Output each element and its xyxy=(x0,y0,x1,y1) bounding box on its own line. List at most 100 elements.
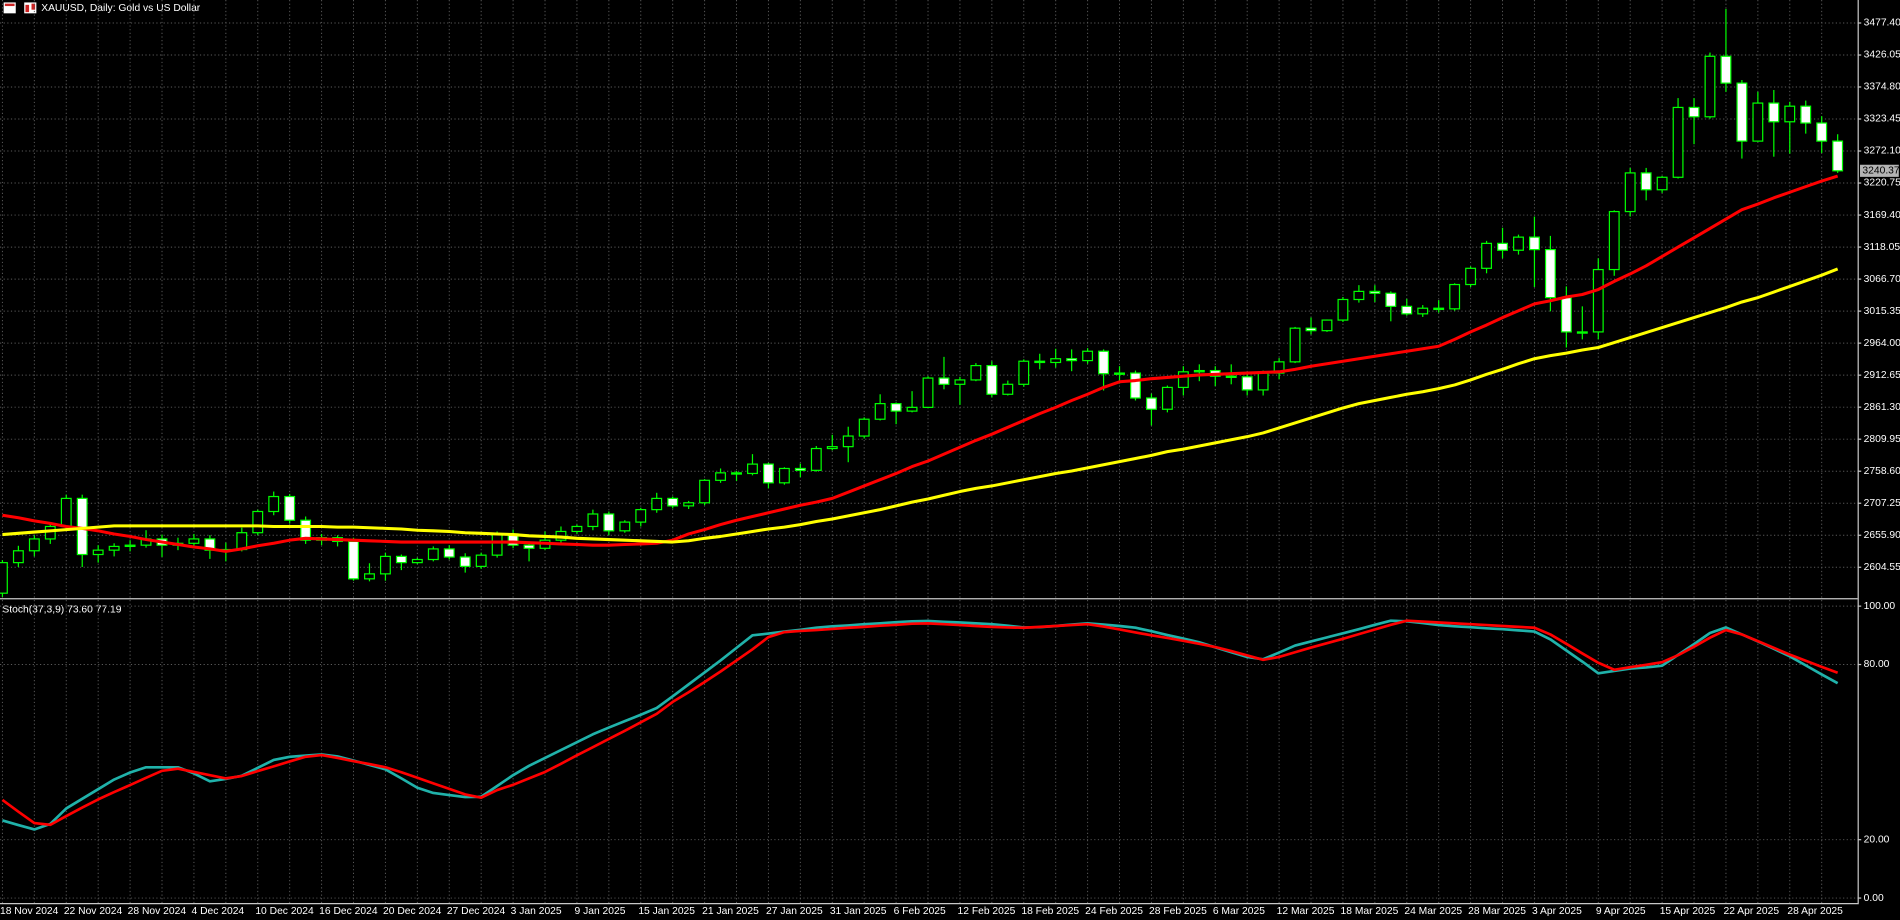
candle-body xyxy=(587,513,599,528)
candle-body xyxy=(411,558,423,564)
y-tick-label: 3272.10 xyxy=(1864,146,1900,157)
candle-body xyxy=(475,554,487,567)
candle-body xyxy=(1098,350,1110,375)
x-tick-label: 16 Dec 2024 xyxy=(319,906,378,917)
y-tick-label: 3220.75 xyxy=(1864,178,1900,189)
candle-body xyxy=(922,377,934,408)
candle-body xyxy=(842,435,854,448)
x-tick-label: 18 Feb 2025 xyxy=(1021,906,1079,917)
y-tick-label: 2964.00 xyxy=(1864,338,1900,349)
candle-body xyxy=(1640,172,1652,191)
x-tick-label: 27 Dec 2024 xyxy=(447,906,506,917)
x-tick-label: 18 Nov 2024 xyxy=(0,906,59,917)
candle-body xyxy=(188,538,200,544)
x-tick-label: 27 Jan 2025 xyxy=(766,906,823,917)
x-tick-label: 12 Feb 2025 xyxy=(958,906,1016,917)
candle-body xyxy=(1002,383,1014,395)
candle-body xyxy=(906,406,918,412)
candle-body xyxy=(284,495,296,521)
moving-average-line xyxy=(2,267,1839,544)
candle-body xyxy=(1449,283,1461,310)
candle-body xyxy=(1241,376,1253,391)
x-tick-label: 28 Nov 2024 xyxy=(128,906,187,917)
candle-body xyxy=(1289,327,1301,363)
candle-body xyxy=(938,377,950,385)
x-tick-label: 21 Jan 2025 xyxy=(702,906,759,917)
x-tick-label: 28 Mar 2025 xyxy=(1468,906,1526,917)
indicator-line xyxy=(1,619,1839,827)
price-marker-label: 3240.37 xyxy=(1862,166,1899,177)
candle-body xyxy=(1465,267,1477,286)
x-tick-label: 31 Jan 2025 xyxy=(830,906,887,917)
candle-body xyxy=(459,556,471,567)
candle-body xyxy=(1161,386,1173,410)
candle-body xyxy=(1768,102,1780,123)
candle-body xyxy=(395,555,407,564)
candle-body xyxy=(1688,106,1700,118)
candle-body xyxy=(1513,236,1524,251)
candle-body xyxy=(1672,106,1684,178)
x-tick-label: 6 Feb 2025 xyxy=(894,906,946,917)
x-tick-label: 22 Apr 2025 xyxy=(1724,906,1780,917)
candle-body xyxy=(0,562,8,594)
x-tick-label: 28 Feb 2025 xyxy=(1149,906,1207,917)
candle-body xyxy=(715,472,727,481)
candle-body xyxy=(1369,290,1381,294)
candle-body xyxy=(1337,298,1349,321)
y-tick-label: 100.00 xyxy=(1864,601,1896,612)
candle-body xyxy=(1050,358,1062,364)
y-tick-label: 2861.30 xyxy=(1864,402,1900,413)
candle-body xyxy=(635,509,647,523)
y-tick-label: 80.00 xyxy=(1864,659,1890,670)
y-tick-label: 3015.35 xyxy=(1864,306,1900,317)
candle-body xyxy=(1082,350,1094,362)
candle-body xyxy=(858,418,870,437)
candle-body xyxy=(28,538,40,552)
candle-body xyxy=(348,540,359,580)
candle-body xyxy=(364,573,375,580)
price-marker-box xyxy=(1860,164,1899,177)
candle-body xyxy=(1114,372,1125,375)
x-tick-label: 9 Jan 2025 xyxy=(575,906,626,917)
candle-body xyxy=(890,403,902,412)
candle-body xyxy=(12,550,24,564)
candle-body xyxy=(300,519,312,541)
x-tick-label: 6 Mar 2025 xyxy=(1213,906,1265,917)
candle-body xyxy=(1592,268,1604,333)
candle-body xyxy=(1257,372,1269,391)
candle-body xyxy=(954,379,966,385)
x-tick-label: 28 Apr 2025 xyxy=(1787,906,1843,917)
candle-body xyxy=(1800,105,1812,124)
candle-body xyxy=(970,364,982,381)
candle-body xyxy=(667,497,679,507)
candle-body xyxy=(1656,176,1668,191)
candle-body xyxy=(1544,249,1556,299)
candle-body xyxy=(1481,242,1493,269)
candle-body xyxy=(1608,210,1620,271)
moving-average-line xyxy=(2,174,1839,553)
candle-body xyxy=(1704,55,1716,118)
candle-body xyxy=(826,446,838,450)
candle-body xyxy=(1130,372,1141,399)
icon-part xyxy=(3,2,16,14)
candle-body xyxy=(1497,242,1508,251)
x-tick-label: 22 Nov 2024 xyxy=(64,906,123,917)
symbol-icon xyxy=(3,2,37,14)
y-tick-label: 3477.40 xyxy=(1864,18,1900,29)
y-tick-label: 2655.90 xyxy=(1864,530,1900,541)
icon-part xyxy=(25,4,30,13)
candle-body xyxy=(1305,327,1317,332)
candle-body xyxy=(794,467,806,471)
candle-body xyxy=(1066,358,1078,362)
candle-body xyxy=(108,545,120,551)
x-tick-label: 3 Jan 2025 xyxy=(511,906,562,917)
candle-body xyxy=(1832,140,1844,172)
y-tick-label: 2912.65 xyxy=(1864,370,1900,381)
y-tick-label: 20.00 xyxy=(1864,834,1890,845)
candle-body xyxy=(762,463,774,484)
candle-body xyxy=(810,447,822,471)
y-tick-label: 3066.70 xyxy=(1864,274,1900,285)
icon-part xyxy=(24,2,37,14)
